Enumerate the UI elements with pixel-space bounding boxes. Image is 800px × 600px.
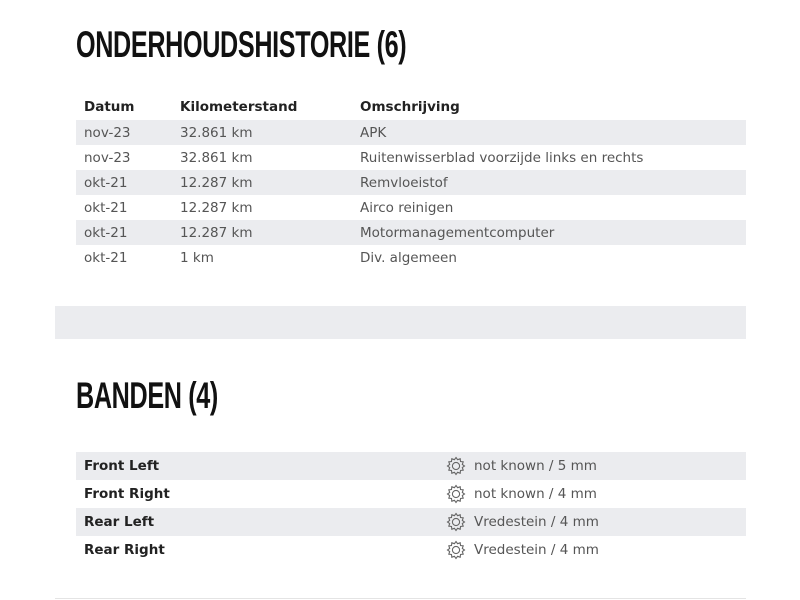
header-mileage: Kilometerstand <box>180 99 298 115</box>
maintenance-title: ONDERHOUDSHISTORIE (6) <box>76 24 407 65</box>
cell-date: nov-23 <box>84 149 131 166</box>
tyre-value: Vredestein / 4 mm <box>474 514 599 530</box>
table-row: okt-21 12.287 km Remvloeistof <box>76 170 746 195</box>
cell-date: okt-21 <box>84 174 128 191</box>
cell-date: okt-21 <box>84 199 128 216</box>
header-description: Omschrijving <box>360 99 460 115</box>
table-row: okt-21 12.287 km Airco reinigen <box>76 195 746 220</box>
tyre-gear-icon <box>438 540 474 560</box>
cell-description: Remvloeistof <box>360 174 448 191</box>
tyre-position: Rear Right <box>84 542 165 558</box>
cell-mileage: 32.861 km <box>180 124 253 141</box>
cell-description: Airco reinigen <box>360 199 454 216</box>
tyre-value: not known / 5 mm <box>474 458 597 474</box>
table-row: okt-21 12.287 km Motormanagementcomputer <box>76 220 746 245</box>
tyre-row: Front Right not known / 4 mm <box>76 480 746 508</box>
cell-description: Div. algemeen <box>360 249 457 266</box>
table-row: nov-23 32.861 km APK <box>76 120 746 145</box>
tyre-row: Rear Left Vredestein / 4 mm <box>76 508 746 536</box>
table-row: nov-23 32.861 km Ruitenwisserblad voorzijd… <box>76 145 746 170</box>
table-header: Datum Kilometerstand Omschrijving <box>76 94 746 120</box>
cell-mileage: 12.287 km <box>180 199 253 216</box>
maintenance-table: Datum Kilometerstand Omschrijving nov-23… <box>76 94 746 270</box>
cell-date: nov-23 <box>84 124 131 141</box>
tyre-row: Front Left not known / 5 mm <box>76 452 746 480</box>
cell-date: okt-21 <box>84 249 128 266</box>
bottom-divider <box>55 598 746 599</box>
tyre-gear-icon <box>438 512 474 532</box>
tyre-position: Front Left <box>84 458 160 474</box>
tyre-value: Vredestein / 4 mm <box>474 542 599 558</box>
cell-mileage: 1 km <box>180 249 214 266</box>
tyre-gear-icon <box>438 484 474 504</box>
cell-mileage: 32.861 km <box>180 149 253 166</box>
tyre-position: Front Right <box>84 486 170 502</box>
cell-description: APK <box>360 124 387 141</box>
tyres-title: BANDEN (4) <box>76 375 218 416</box>
cell-date: okt-21 <box>84 224 128 241</box>
cell-description: Ruitenwisserblad voorzijde links en rech… <box>360 149 644 166</box>
tyre-value: not known / 4 mm <box>474 486 597 502</box>
tyre-position: Rear Left <box>84 514 155 530</box>
tyre-row: Rear Right Vredestein / 4 mm <box>76 536 746 564</box>
header-date: Datum <box>84 99 135 115</box>
section-divider-band <box>55 306 746 339</box>
tyre-gear-icon <box>438 456 474 476</box>
cell-description: Motormanagementcomputer <box>360 224 555 241</box>
cell-mileage: 12.287 km <box>180 174 253 191</box>
cell-mileage: 12.287 km <box>180 224 253 241</box>
table-row: okt-21 1 km Div. algemeen <box>76 245 746 270</box>
tyres-table: Front Left not known / 5 mm Front Right not… <box>76 452 746 564</box>
